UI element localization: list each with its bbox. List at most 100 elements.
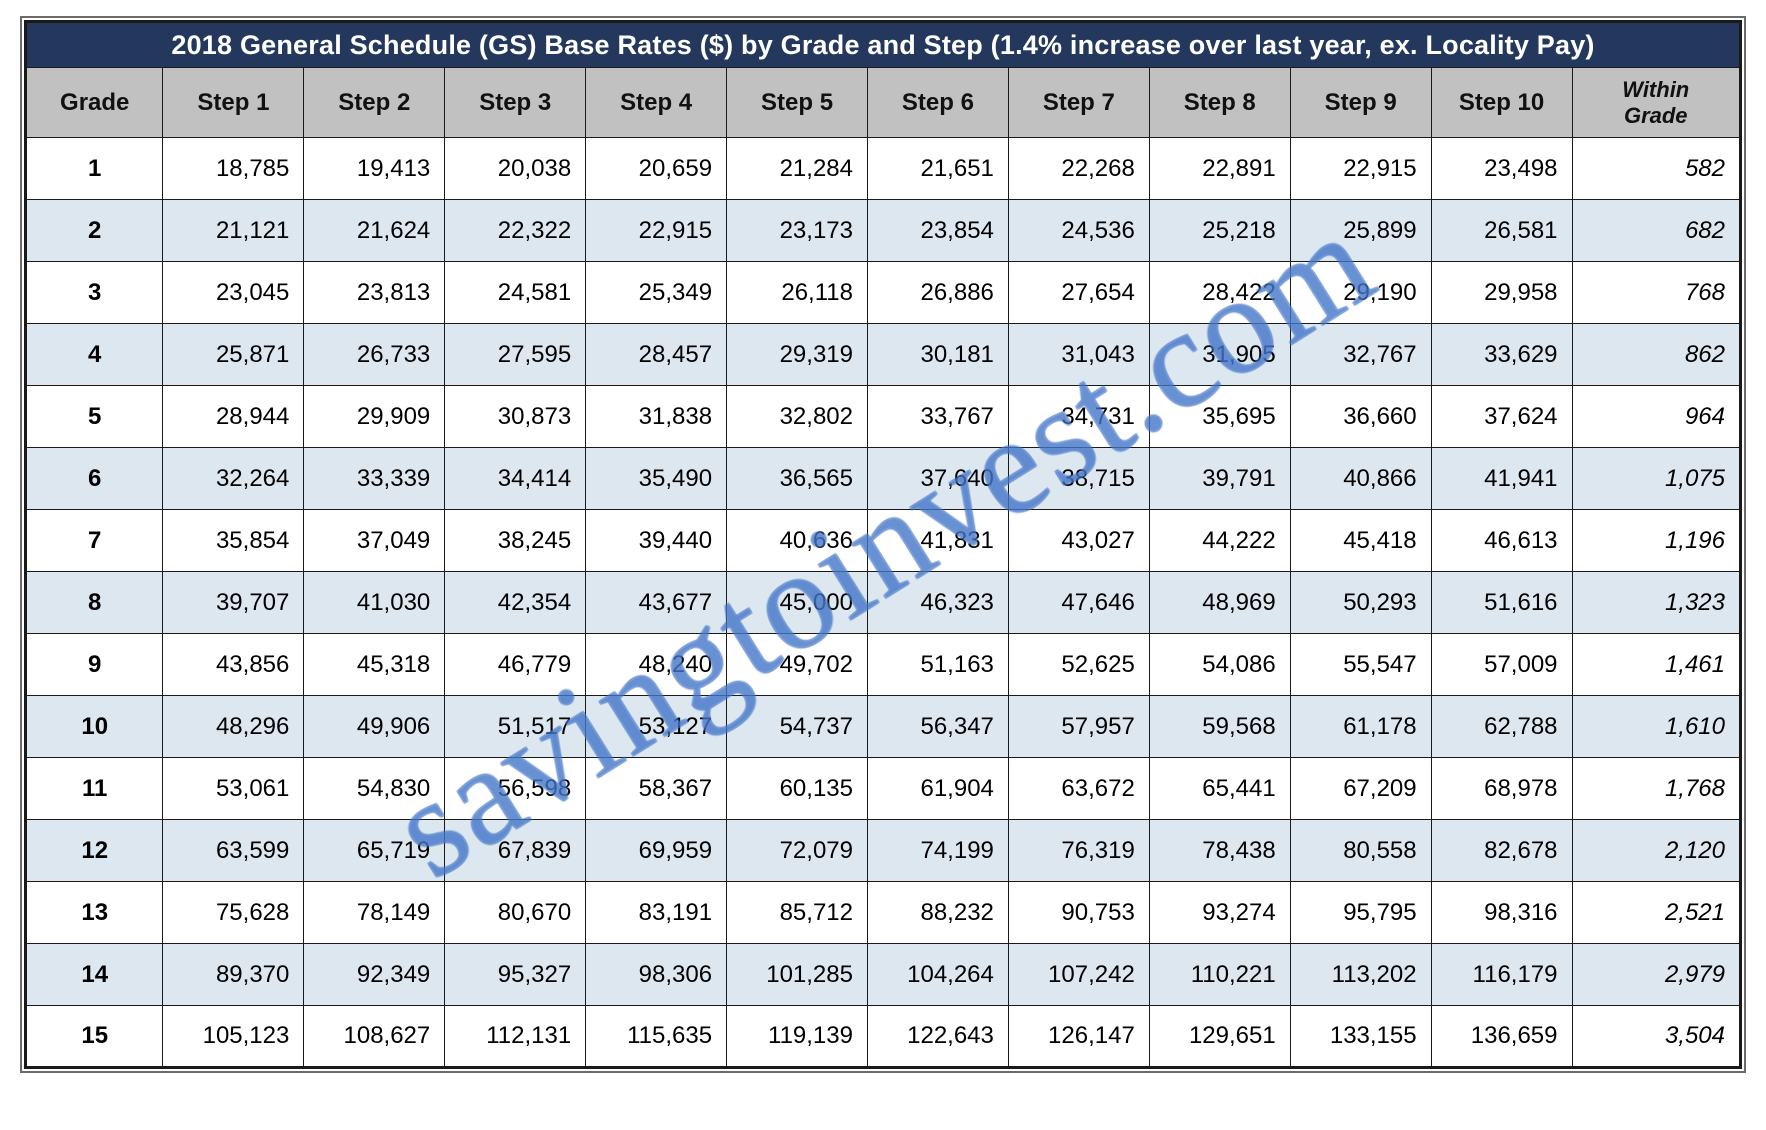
table-row: 1048,29649,90651,51753,12754,73756,34757… (26, 696, 1741, 758)
within-line2: Grade (1624, 103, 1688, 128)
table-header-row: Grade Step 1 Step 2 Step 3 Step 4 Step 5… (26, 68, 1741, 138)
step-cell: 95,327 (445, 944, 586, 1006)
step-cell: 98,306 (586, 944, 727, 1006)
table-row: 1263,59965,71967,83969,95972,07974,19976… (26, 820, 1741, 882)
step-cell: 46,779 (445, 634, 586, 696)
step-cell: 31,043 (1008, 324, 1149, 386)
step-cell: 93,274 (1149, 882, 1290, 944)
within-grade-cell: 1,610 (1572, 696, 1740, 758)
step-cell: 25,871 (163, 324, 304, 386)
within-grade-cell: 1,323 (1572, 572, 1740, 634)
step-cell: 116,179 (1431, 944, 1572, 1006)
step-cell: 37,624 (1431, 386, 1572, 448)
step-cell: 54,737 (727, 696, 868, 758)
step-cell: 40,636 (727, 510, 868, 572)
step-cell: 53,061 (163, 758, 304, 820)
col-header-step10: Step 10 (1431, 68, 1572, 138)
step-cell: 68,978 (1431, 758, 1572, 820)
step-cell: 48,969 (1149, 572, 1290, 634)
step-cell: 78,438 (1149, 820, 1290, 882)
step-cell: 43,027 (1008, 510, 1149, 572)
step-cell: 30,873 (445, 386, 586, 448)
grade-cell: 8 (26, 572, 163, 634)
step-cell: 48,240 (586, 634, 727, 696)
within-grade-cell: 582 (1572, 138, 1740, 200)
step-cell: 46,323 (867, 572, 1008, 634)
step-cell: 51,616 (1431, 572, 1572, 634)
step-cell: 33,767 (867, 386, 1008, 448)
step-cell: 60,135 (727, 758, 868, 820)
step-cell: 24,581 (445, 262, 586, 324)
step-cell: 28,457 (586, 324, 727, 386)
table-row: 735,85437,04938,24539,44040,63641,83143,… (26, 510, 1741, 572)
step-cell: 49,702 (727, 634, 868, 696)
within-grade-cell: 2,521 (1572, 882, 1740, 944)
step-cell: 88,232 (867, 882, 1008, 944)
step-cell: 136,659 (1431, 1006, 1572, 1068)
step-cell: 83,191 (586, 882, 727, 944)
step-cell: 31,905 (1149, 324, 1290, 386)
step-cell: 23,813 (304, 262, 445, 324)
col-header-step7: Step 7 (1008, 68, 1149, 138)
step-cell: 122,643 (867, 1006, 1008, 1068)
step-cell: 21,651 (867, 138, 1008, 200)
step-cell: 51,517 (445, 696, 586, 758)
step-cell: 19,413 (304, 138, 445, 200)
step-cell: 129,651 (1149, 1006, 1290, 1068)
step-cell: 25,218 (1149, 200, 1290, 262)
step-cell: 43,856 (163, 634, 304, 696)
step-cell: 36,565 (727, 448, 868, 510)
step-cell: 29,958 (1431, 262, 1572, 324)
step-cell: 39,791 (1149, 448, 1290, 510)
step-cell: 58,367 (586, 758, 727, 820)
within-grade-cell: 2,120 (1572, 820, 1740, 882)
within-grade-cell: 1,461 (1572, 634, 1740, 696)
within-line1: Within (1622, 77, 1689, 102)
step-cell: 33,339 (304, 448, 445, 510)
step-cell: 112,131 (445, 1006, 586, 1068)
step-cell: 65,719 (304, 820, 445, 882)
step-cell: 90,753 (1008, 882, 1149, 944)
step-cell: 22,268 (1008, 138, 1149, 200)
step-cell: 63,672 (1008, 758, 1149, 820)
step-cell: 37,640 (867, 448, 1008, 510)
step-cell: 45,318 (304, 634, 445, 696)
step-cell: 27,654 (1008, 262, 1149, 324)
table-row: 1375,62878,14980,67083,19185,71288,23290… (26, 882, 1741, 944)
step-cell: 22,891 (1149, 138, 1290, 200)
step-cell: 34,414 (445, 448, 586, 510)
step-cell: 76,319 (1008, 820, 1149, 882)
step-cell: 107,242 (1008, 944, 1149, 1006)
step-cell: 38,245 (445, 510, 586, 572)
step-cell: 40,866 (1290, 448, 1431, 510)
step-cell: 29,319 (727, 324, 868, 386)
step-cell: 113,202 (1290, 944, 1431, 1006)
step-cell: 80,670 (445, 882, 586, 944)
step-cell: 39,440 (586, 510, 727, 572)
step-cell: 133,155 (1290, 1006, 1431, 1068)
step-cell: 26,733 (304, 324, 445, 386)
step-cell: 30,181 (867, 324, 1008, 386)
table-row: 528,94429,90930,87331,83832,80233,76734,… (26, 386, 1741, 448)
step-cell: 56,598 (445, 758, 586, 820)
grade-cell: 10 (26, 696, 163, 758)
step-cell: 26,118 (727, 262, 868, 324)
step-cell: 41,941 (1431, 448, 1572, 510)
grade-cell: 7 (26, 510, 163, 572)
step-cell: 26,581 (1431, 200, 1572, 262)
step-cell: 98,316 (1431, 882, 1572, 944)
within-grade-cell: 1,196 (1572, 510, 1740, 572)
step-cell: 46,613 (1431, 510, 1572, 572)
step-cell: 45,000 (727, 572, 868, 634)
step-cell: 54,830 (304, 758, 445, 820)
step-cell: 57,957 (1008, 696, 1149, 758)
step-cell: 78,149 (304, 882, 445, 944)
within-grade-cell: 1,075 (1572, 448, 1740, 510)
step-cell: 126,147 (1008, 1006, 1149, 1068)
step-cell: 22,915 (586, 200, 727, 262)
step-cell: 62,788 (1431, 696, 1572, 758)
step-cell: 59,568 (1149, 696, 1290, 758)
within-grade-cell: 2,979 (1572, 944, 1740, 1006)
table-row: 1153,06154,83056,59858,36760,13561,90463… (26, 758, 1741, 820)
step-cell: 36,660 (1290, 386, 1431, 448)
